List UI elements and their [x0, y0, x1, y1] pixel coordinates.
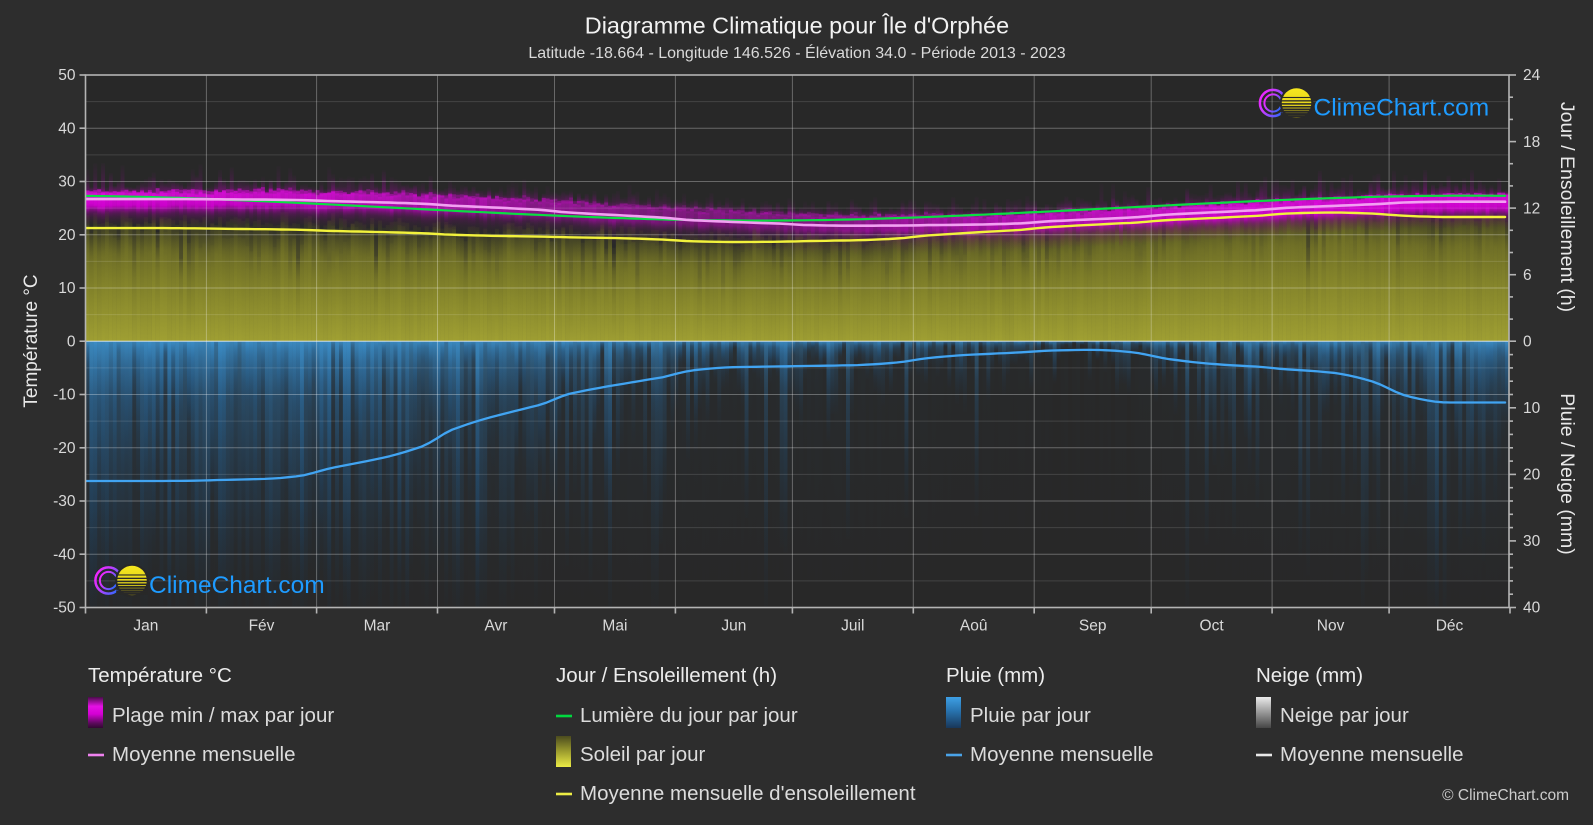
- svg-text:Jan: Jan: [133, 618, 158, 635]
- svg-text:6: 6: [1523, 267, 1532, 284]
- svg-text:Mai: Mai: [602, 618, 627, 635]
- svg-text:-50: -50: [53, 600, 76, 617]
- svg-text:Juil: Juil: [841, 618, 864, 635]
- svg-text:-10: -10: [53, 387, 76, 404]
- svg-text:Jun: Jun: [721, 618, 746, 635]
- svg-text:40: 40: [1523, 600, 1541, 617]
- svg-text:Moyenne mensuelle: Moyenne mensuelle: [970, 743, 1153, 766]
- svg-text:ClimeChart.com: ClimeChart.com: [1314, 95, 1490, 122]
- svg-text:Soleil par jour: Soleil par jour: [580, 743, 706, 766]
- svg-text:Pluie par jour: Pluie par jour: [970, 704, 1091, 727]
- svg-text:Température °C: Température °C: [21, 274, 42, 407]
- svg-text:Latitude -18.664 - Longitude 1: Latitude -18.664 - Longitude 146.526 - É…: [528, 43, 1065, 62]
- svg-text:ClimeChart.com: ClimeChart.com: [149, 572, 325, 599]
- svg-text:10: 10: [58, 280, 76, 297]
- svg-text:Jour / Ensoleillement (h): Jour / Ensoleillement (h): [556, 664, 777, 687]
- svg-text:20: 20: [1523, 467, 1541, 484]
- svg-text:Moyenne mensuelle: Moyenne mensuelle: [112, 743, 295, 766]
- svg-text:10: 10: [1523, 400, 1541, 417]
- svg-text:Fév: Fév: [249, 618, 275, 635]
- svg-text:© ClimeChart.com: © ClimeChart.com: [1442, 787, 1569, 804]
- svg-text:Jour / Ensoleillement (h): Jour / Ensoleillement (h): [1556, 102, 1578, 312]
- svg-text:0: 0: [1523, 333, 1532, 350]
- svg-text:30: 30: [1523, 533, 1541, 550]
- svg-text:18: 18: [1523, 134, 1540, 151]
- svg-text:Mar: Mar: [364, 618, 391, 635]
- svg-text:Température °C: Température °C: [88, 664, 232, 687]
- svg-text:Moyenne mensuelle: Moyenne mensuelle: [1280, 743, 1463, 766]
- svg-text:40: 40: [58, 120, 76, 137]
- svg-text:Neige par jour: Neige par jour: [1280, 704, 1409, 727]
- svg-text:Plage min / max par jour: Plage min / max par jour: [112, 704, 334, 727]
- svg-text:0: 0: [67, 333, 76, 350]
- svg-text:-20: -20: [53, 440, 76, 457]
- svg-text:-30: -30: [53, 493, 76, 510]
- svg-text:Diagramme Climatique pour Île: Diagramme Climatique pour Île d'Orphée: [585, 13, 1009, 39]
- svg-text:Pluie (mm): Pluie (mm): [946, 664, 1045, 687]
- svg-text:Nov: Nov: [1317, 618, 1345, 635]
- svg-text:Lumière du jour par jour: Lumière du jour par jour: [580, 704, 798, 727]
- svg-text:30: 30: [58, 174, 76, 191]
- svg-text:20: 20: [58, 227, 76, 244]
- svg-text:50: 50: [58, 67, 76, 84]
- svg-text:-40: -40: [53, 547, 76, 564]
- svg-text:Neige (mm): Neige (mm): [1256, 664, 1363, 687]
- svg-text:Moyenne mensuelle d'ensoleille: Moyenne mensuelle d'ensoleillement: [580, 782, 916, 805]
- svg-text:Pluie / Neige (mm): Pluie / Neige (mm): [1556, 393, 1578, 554]
- svg-text:Avr: Avr: [485, 618, 508, 635]
- svg-text:Sep: Sep: [1079, 618, 1107, 635]
- svg-text:Oct: Oct: [1200, 618, 1225, 635]
- svg-text:Déc: Déc: [1436, 618, 1464, 635]
- svg-text:12: 12: [1523, 200, 1540, 217]
- svg-text:24: 24: [1523, 67, 1541, 84]
- svg-text:Aoû: Aoû: [960, 618, 988, 635]
